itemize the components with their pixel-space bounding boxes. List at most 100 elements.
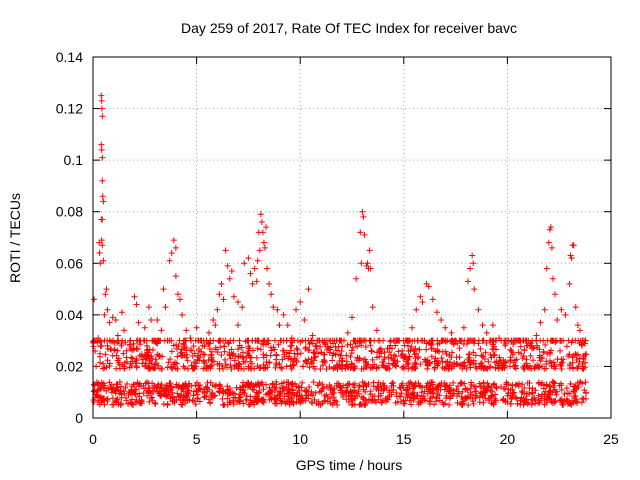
data-point	[284, 322, 291, 329]
data-point	[557, 347, 564, 354]
data-point	[253, 278, 260, 285]
data-point	[545, 239, 552, 246]
data-point	[206, 329, 213, 336]
data-point	[454, 399, 461, 406]
data-point	[471, 286, 478, 293]
data-point	[118, 341, 125, 348]
data-point	[470, 349, 477, 356]
data-point	[226, 275, 233, 282]
data-point	[354, 343, 361, 350]
data-point	[433, 309, 440, 316]
data-point	[119, 309, 126, 316]
data-point	[349, 397, 356, 404]
data-point	[504, 398, 511, 405]
data-point	[488, 392, 495, 399]
data-point	[180, 341, 187, 348]
data-point	[209, 389, 216, 396]
data-point	[333, 347, 340, 354]
data-point	[530, 357, 537, 364]
data-point	[277, 337, 284, 344]
data-point	[411, 359, 418, 366]
data-point	[294, 346, 301, 353]
data-point	[358, 342, 365, 349]
data-point	[268, 388, 275, 395]
data-point	[145, 365, 152, 372]
data-point	[481, 392, 488, 399]
data-point	[419, 337, 426, 344]
data-point	[496, 335, 503, 342]
data-point	[432, 348, 439, 355]
data-point	[491, 380, 498, 387]
data-point	[343, 352, 350, 359]
data-point	[342, 365, 349, 372]
data-point	[280, 311, 287, 318]
x-tick-label: 5	[193, 431, 201, 447]
data-point	[475, 340, 482, 347]
data-point	[399, 347, 406, 354]
data-point	[288, 356, 295, 363]
data-point	[421, 388, 428, 395]
data-point	[306, 383, 313, 390]
data-point	[538, 395, 545, 402]
data-point	[302, 337, 309, 344]
data-point	[456, 345, 463, 352]
data-point	[122, 384, 129, 391]
data-point	[404, 394, 411, 401]
data-point	[127, 360, 134, 367]
data-point	[443, 365, 450, 372]
data-point	[368, 347, 375, 354]
data-point	[282, 400, 289, 407]
data-point	[98, 237, 105, 244]
data-point	[369, 304, 376, 311]
data-point	[274, 306, 281, 313]
data-point	[261, 244, 268, 251]
data-point	[273, 351, 280, 358]
data-point	[327, 400, 334, 407]
data-point	[442, 324, 449, 331]
data-point	[465, 401, 472, 408]
data-point	[439, 337, 446, 344]
data-point	[470, 260, 477, 267]
axis-tick-labels: 0 5 10 15 20 25 0 0.02 0.04 0.06 0.08 0.1 0.12 0.14	[56, 49, 619, 447]
data-point	[94, 387, 101, 394]
data-point	[417, 293, 424, 300]
data-point	[168, 249, 175, 256]
data-point	[424, 365, 431, 372]
data-point	[133, 359, 140, 366]
data-point	[163, 393, 170, 400]
data-point	[501, 359, 508, 366]
data-point	[470, 337, 477, 344]
data-point	[276, 322, 283, 329]
data-point	[523, 390, 530, 397]
data-point	[542, 341, 549, 348]
data-point	[333, 398, 340, 405]
data-point	[377, 345, 384, 352]
data-point	[398, 382, 405, 389]
data-point	[441, 386, 448, 393]
data-point	[344, 342, 351, 349]
data-point	[227, 361, 234, 368]
data-point	[99, 242, 106, 249]
data-point	[109, 395, 116, 402]
data-point	[543, 265, 550, 272]
data-point	[299, 379, 306, 386]
data-point	[427, 395, 434, 402]
data-point	[334, 362, 341, 369]
data-point	[507, 346, 514, 353]
data-point	[310, 379, 317, 386]
data-point	[361, 337, 368, 344]
data-point	[246, 401, 253, 408]
data-point	[106, 319, 113, 326]
grid-lines	[93, 57, 611, 418]
data-point	[322, 340, 329, 347]
data-point	[328, 391, 335, 398]
chart-title: Day 259 of 2017, Rate Of TEC Index for r…	[181, 20, 517, 36]
data-point	[206, 340, 213, 347]
data-point	[110, 337, 117, 344]
data-point	[103, 286, 110, 293]
data-point	[427, 342, 434, 349]
data-point	[398, 390, 405, 397]
data-point	[293, 306, 300, 313]
data-point	[102, 351, 109, 358]
